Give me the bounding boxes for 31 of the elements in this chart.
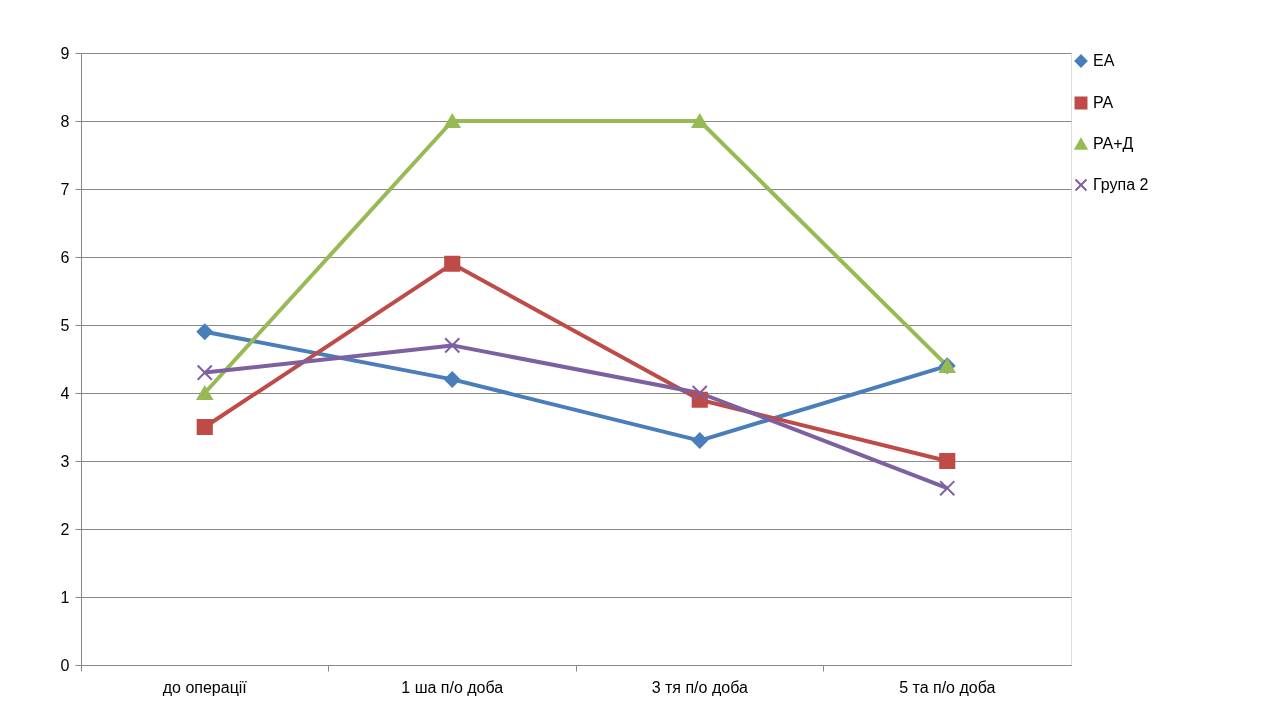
legend-label: ЕА (1093, 52, 1115, 69)
y-tick-label: 7 (60, 180, 70, 198)
y-tick-label: 8 (60, 112, 70, 130)
y-tick-label: 4 (60, 384, 70, 402)
point (444, 255, 461, 272)
point (196, 364, 213, 381)
point (444, 113, 461, 129)
x-tick-label: 3 тя п/о доба (651, 678, 748, 696)
point (939, 480, 956, 497)
point (196, 385, 213, 401)
point (444, 337, 461, 354)
point (196, 323, 213, 340)
point (444, 371, 461, 388)
point (691, 113, 708, 129)
y-tick-label: 5 (60, 316, 70, 334)
y-tick-label: 9 (60, 44, 70, 62)
legend-label: РА+Д (1093, 135, 1134, 152)
x-tick-label: 1 ша п/о доба (401, 678, 504, 696)
y-tick-label: 1 (60, 588, 70, 606)
y-tick-label: 6 (60, 248, 70, 266)
legend-label: РА (1093, 94, 1114, 111)
y-tick-label: 3 (60, 452, 70, 470)
legend-label: Група 2 (1093, 176, 1149, 193)
point (691, 432, 708, 449)
y-tick-label: 2 (60, 520, 70, 538)
point (939, 452, 956, 470)
x-tick-label: 5 та п/о доба (899, 678, 996, 696)
point (196, 418, 213, 436)
point (691, 384, 708, 402)
x-tick-label: до операції (162, 678, 248, 696)
y-tick-label: 0 (60, 656, 70, 674)
